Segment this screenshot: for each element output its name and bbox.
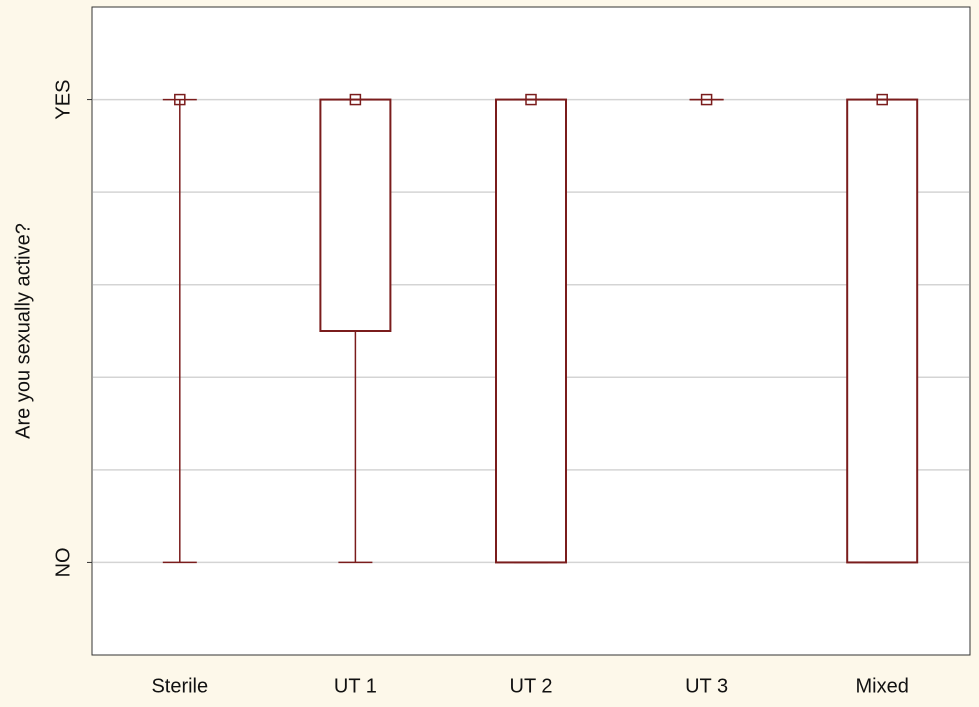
box — [495, 98, 567, 564]
x-tick-label: UT 1 — [334, 675, 377, 697]
x-tick-label: Sterile — [151, 675, 208, 697]
x-tick-label: UT 3 — [685, 675, 728, 697]
median-marker — [525, 93, 537, 106]
y-tick-label: YES — [52, 80, 74, 120]
y-axis-label: Are you sexually active? — [12, 223, 34, 439]
x-tick-label: UT 2 — [510, 675, 553, 697]
y-tick-label: NO — [52, 547, 74, 577]
box — [846, 98, 919, 564]
median-marker — [349, 93, 362, 106]
box — [319, 98, 392, 332]
median-marker — [700, 93, 713, 106]
median-marker — [174, 93, 186, 106]
x-tick-label: Mixed — [856, 675, 909, 697]
median-marker — [876, 93, 888, 106]
